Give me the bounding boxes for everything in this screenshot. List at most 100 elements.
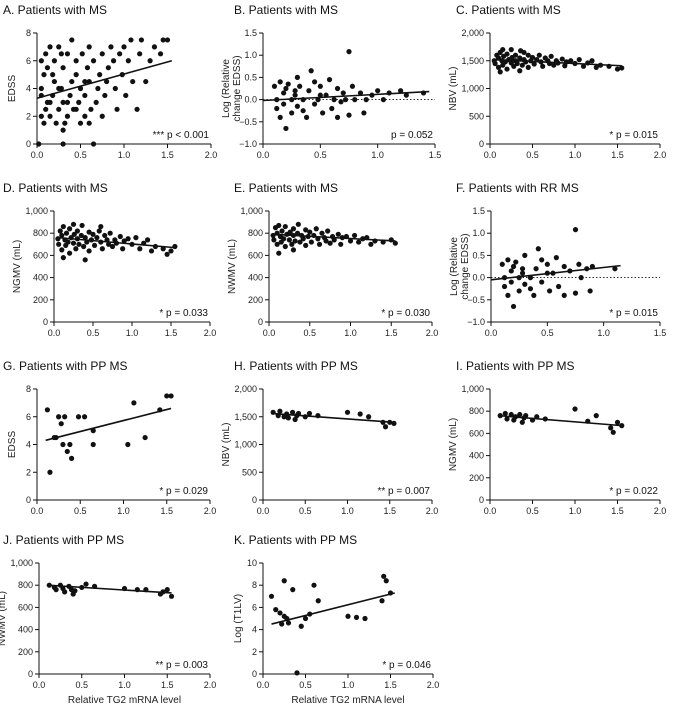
data-point	[168, 593, 175, 599]
data-point	[73, 246, 79, 252]
y-tick-label: 0	[43, 317, 48, 327]
data-point	[133, 235, 139, 241]
x-tick-label: 0.0	[257, 680, 270, 690]
data-point	[157, 51, 164, 57]
y-tick-label: 1,000	[10, 558, 33, 568]
x-tick-label: 1.5	[429, 150, 442, 160]
y-tick-label: 4	[26, 440, 31, 450]
x-tick-label: 0.0	[257, 506, 270, 516]
data-point	[128, 37, 134, 43]
data-point	[334, 85, 341, 92]
data-point	[380, 97, 386, 103]
y-tick-label: 2	[26, 467, 31, 477]
data-point	[312, 79, 318, 85]
data-point	[62, 120, 68, 126]
data-point	[56, 85, 62, 92]
data-point	[294, 103, 300, 109]
x-tick-label: 0.5	[314, 150, 327, 160]
data-point	[311, 582, 317, 588]
panel-title: I. Patients with PP MS	[456, 359, 575, 373]
data-point	[277, 114, 283, 120]
data-point	[287, 229, 293, 235]
data-point	[86, 120, 92, 126]
data-point	[67, 226, 73, 232]
x-tick-label: 1.0	[118, 150, 131, 160]
data-point	[99, 246, 105, 252]
data-point	[76, 241, 82, 247]
data-point	[323, 238, 329, 244]
data-point	[540, 63, 546, 69]
y-tick-label: 400	[248, 273, 263, 283]
x-tick-label: 2.0	[205, 150, 218, 160]
regression-line	[271, 592, 395, 625]
x-tick-label: 0.0	[48, 328, 61, 338]
data-point	[81, 243, 87, 250]
data-point	[298, 623, 304, 629]
data-point	[589, 58, 595, 64]
data-point	[536, 52, 542, 58]
y-tick-label: 8	[252, 580, 257, 590]
data-point	[84, 65, 91, 71]
data-point	[276, 222, 282, 229]
p-value-annotation: p = 0.052	[391, 130, 433, 141]
data-point	[69, 455, 75, 461]
data-point	[610, 429, 616, 435]
p-value-annotation: * p = 0.015	[609, 308, 658, 319]
data-point	[347, 238, 354, 244]
data-point	[303, 242, 309, 249]
data-point	[60, 99, 66, 105]
data-point	[75, 414, 82, 420]
p-value-annotation: ** p = 0.007	[377, 486, 430, 497]
y-tick-label: 200	[33, 295, 48, 305]
data-point	[83, 581, 89, 587]
data-point	[357, 411, 363, 417]
x-tick-label: 1.0	[597, 328, 610, 338]
data-point	[38, 58, 44, 64]
data-point	[137, 246, 143, 252]
data-point	[517, 411, 523, 418]
data-point	[283, 85, 289, 92]
data-point	[320, 110, 326, 116]
data-point	[60, 441, 66, 448]
data-point	[90, 141, 97, 147]
p-value-annotation: * p = 0.015	[609, 130, 658, 141]
data-point	[294, 670, 300, 676]
data-point	[64, 448, 70, 455]
y-tick-label: 400	[33, 273, 48, 283]
data-point	[522, 252, 528, 258]
data-point	[316, 241, 323, 247]
x-tick-label: 1.5	[611, 150, 624, 160]
data-point	[289, 110, 295, 116]
data-point	[271, 83, 278, 89]
data-point	[366, 414, 372, 420]
data-point	[47, 99, 53, 105]
y-tick-label: 2,000	[461, 28, 484, 38]
panel-a: A. Patients with MS 0.0 0.5 1.0 1.5 2.0 0 2 4 6 8 E…	[3, 3, 217, 160]
data-point	[168, 393, 174, 399]
panel-title: J. Patients with PP MS	[3, 533, 124, 547]
data-point	[587, 288, 593, 294]
data-point	[331, 237, 337, 243]
data-point	[300, 236, 306, 242]
x-tick-label: 1.0	[118, 680, 131, 690]
data-point	[281, 578, 287, 584]
data-point	[533, 266, 539, 272]
y-tick-label: 4	[252, 625, 257, 635]
data-point	[516, 288, 522, 294]
x-tick-label: 1.0	[126, 328, 139, 338]
p-value-annotation: ** p = 0.003	[155, 660, 208, 671]
data-point	[274, 241, 280, 247]
y-tick-label: 1,500	[234, 412, 257, 422]
data-point	[58, 51, 64, 57]
data-point	[71, 231, 77, 237]
y-tick-label: 1.5	[244, 28, 257, 38]
panel-b: B. Patients with MS 0.0 0.5 1.0 1.5 −1.0 −0.5 0…	[221, 3, 441, 160]
data-point	[292, 416, 298, 423]
data-point	[168, 248, 174, 254]
data-point	[614, 66, 621, 72]
y-tick-label: 8	[26, 384, 31, 394]
data-point	[60, 65, 66, 71]
data-point	[79, 222, 85, 229]
x-tick-label: 1.5	[384, 680, 397, 690]
